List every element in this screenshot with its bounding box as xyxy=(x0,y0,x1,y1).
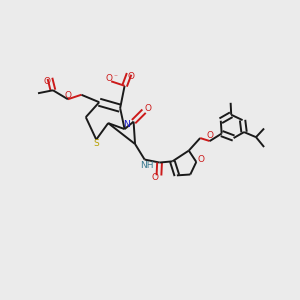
Text: O: O xyxy=(64,91,71,100)
Text: O: O xyxy=(145,104,152,113)
Text: O: O xyxy=(106,74,113,83)
Text: S: S xyxy=(93,139,99,148)
Text: NH: NH xyxy=(140,161,154,170)
Text: O: O xyxy=(197,155,204,164)
Text: ⁻: ⁻ xyxy=(114,72,118,81)
Text: O: O xyxy=(152,173,159,182)
Text: O: O xyxy=(128,72,135,81)
Text: O: O xyxy=(207,131,214,140)
Text: O: O xyxy=(44,77,50,86)
Text: N: N xyxy=(123,120,130,129)
